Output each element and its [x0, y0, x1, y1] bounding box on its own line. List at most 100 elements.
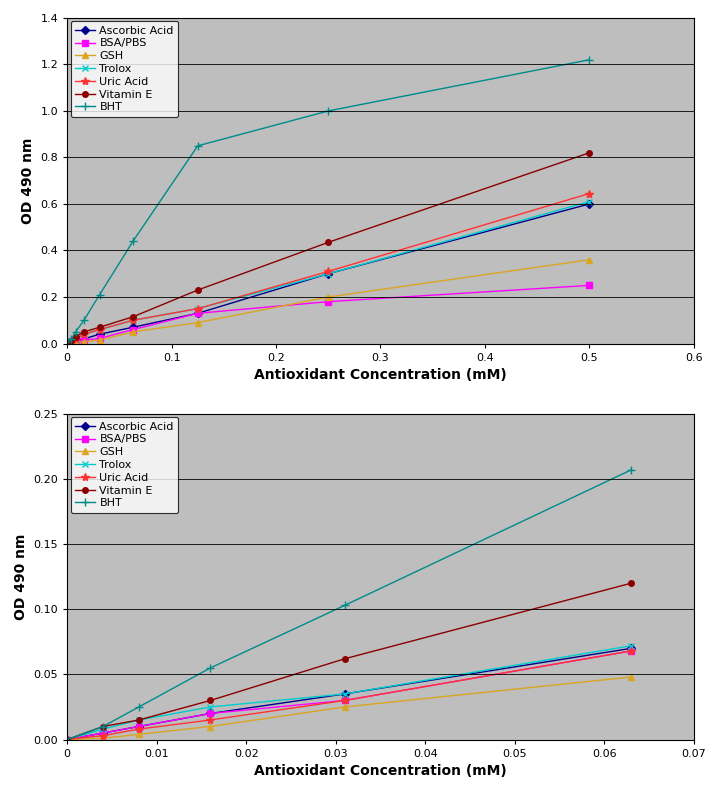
BSA/PBS — [129, 325, 138, 334]
Line: Trolox: Trolox — [64, 198, 593, 347]
BHT — [324, 106, 333, 116]
Line: BSA/PBS: BSA/PBS — [65, 283, 592, 346]
BHT — [206, 663, 215, 672]
Uric Acid — [135, 725, 143, 734]
Line: Ascorbic Acid: Ascorbic Acid — [65, 201, 592, 346]
Line: Uric Acid: Uric Acid — [63, 647, 635, 744]
BSA/PBS — [135, 722, 143, 731]
BHT — [67, 334, 76, 344]
Ascorbic Acid — [67, 337, 76, 347]
Line: Trolox: Trolox — [64, 642, 634, 743]
Ascorbic Acid — [80, 334, 89, 344]
X-axis label: Antioxidant Concentration (mM): Antioxidant Concentration (mM) — [254, 368, 507, 382]
BHT — [71, 327, 80, 337]
Vitamin E — [206, 695, 215, 705]
BHT — [95, 290, 104, 299]
Vitamin E — [71, 332, 80, 341]
Line: BHT: BHT — [63, 466, 635, 744]
Uric Acid — [585, 188, 593, 198]
BHT — [63, 339, 71, 348]
BHT — [99, 722, 107, 731]
Ascorbic Acid — [194, 309, 202, 318]
Ascorbic Acid — [95, 329, 104, 339]
BHT — [63, 735, 71, 744]
Legend: Ascorbic Acid, BSA/PBS, GSH, Trolox, Uric Acid, Vitamin E, BHT: Ascorbic Acid, BSA/PBS, GSH, Trolox, Uri… — [71, 21, 179, 116]
GSH — [67, 338, 76, 348]
BSA/PBS — [324, 297, 333, 307]
BHT — [194, 141, 202, 150]
Trolox — [341, 689, 349, 699]
Line: Ascorbic Acid: Ascorbic Acid — [65, 645, 634, 742]
X-axis label: Antioxidant Concentration (mM): Antioxidant Concentration (mM) — [254, 764, 507, 778]
GSH — [129, 327, 138, 337]
Uric Acid — [63, 735, 71, 744]
BHT — [135, 703, 143, 712]
Trolox — [63, 735, 71, 744]
Vitamin E — [67, 337, 76, 346]
Ascorbic Acid — [63, 735, 71, 744]
GSH — [95, 335, 104, 345]
BSA/PBS — [627, 646, 636, 656]
GSH — [341, 703, 349, 712]
Uric Acid — [194, 304, 202, 314]
BSA/PBS — [99, 729, 107, 738]
Trolox — [135, 715, 143, 725]
BHT — [585, 55, 593, 64]
Vitamin E — [95, 322, 104, 332]
GSH — [63, 735, 71, 744]
Ascorbic Acid — [324, 269, 333, 279]
Trolox — [71, 334, 80, 344]
Trolox — [324, 269, 333, 279]
Y-axis label: OD 490 nm: OD 490 nm — [14, 534, 28, 620]
Vitamin E — [194, 285, 202, 295]
BSA/PBS — [71, 337, 80, 346]
Ascorbic Acid — [341, 689, 349, 699]
Line: Uric Acid: Uric Acid — [63, 189, 593, 348]
BSA/PBS — [67, 337, 76, 347]
BSA/PBS — [194, 309, 202, 318]
Ascorbic Acid — [627, 644, 636, 653]
Uric Acid — [324, 267, 333, 276]
GSH — [63, 339, 71, 348]
GSH — [80, 337, 89, 346]
Ascorbic Acid — [63, 339, 71, 348]
Uric Acid — [129, 315, 138, 325]
Uric Acid — [80, 329, 89, 339]
BSA/PBS — [341, 695, 349, 705]
GSH — [627, 672, 636, 682]
Ascorbic Acid — [585, 200, 593, 209]
Vitamin E — [324, 238, 333, 247]
Trolox — [67, 337, 76, 346]
Ascorbic Acid — [129, 322, 138, 332]
Ascorbic Acid — [71, 337, 80, 346]
BSA/PBS — [95, 333, 104, 343]
Ascorbic Acid — [206, 709, 215, 718]
Y-axis label: OD 490 nm: OD 490 nm — [21, 138, 35, 224]
GSH — [71, 337, 80, 347]
Vitamin E — [135, 715, 143, 725]
Uric Acid — [95, 325, 104, 334]
Trolox — [627, 641, 636, 650]
BHT — [627, 465, 636, 474]
Vitamin E — [63, 339, 71, 348]
Trolox — [129, 315, 138, 325]
GSH — [206, 722, 215, 731]
Uric Acid — [627, 646, 636, 656]
Uric Acid — [67, 337, 76, 346]
Uric Acid — [99, 731, 107, 741]
BSA/PBS — [63, 339, 71, 348]
Trolox — [99, 725, 107, 734]
BHT — [129, 237, 138, 246]
GSH — [194, 318, 202, 327]
BSA/PBS — [585, 280, 593, 290]
Vitamin E — [80, 327, 89, 337]
Line: BSA/PBS: BSA/PBS — [65, 648, 634, 742]
BSA/PBS — [80, 335, 89, 345]
Vitamin E — [585, 148, 593, 158]
GSH — [135, 729, 143, 739]
Ascorbic Acid — [99, 729, 107, 738]
Trolox — [585, 197, 593, 207]
Uric Acid — [63, 339, 71, 348]
GSH — [324, 292, 333, 302]
Ascorbic Acid — [135, 722, 143, 731]
